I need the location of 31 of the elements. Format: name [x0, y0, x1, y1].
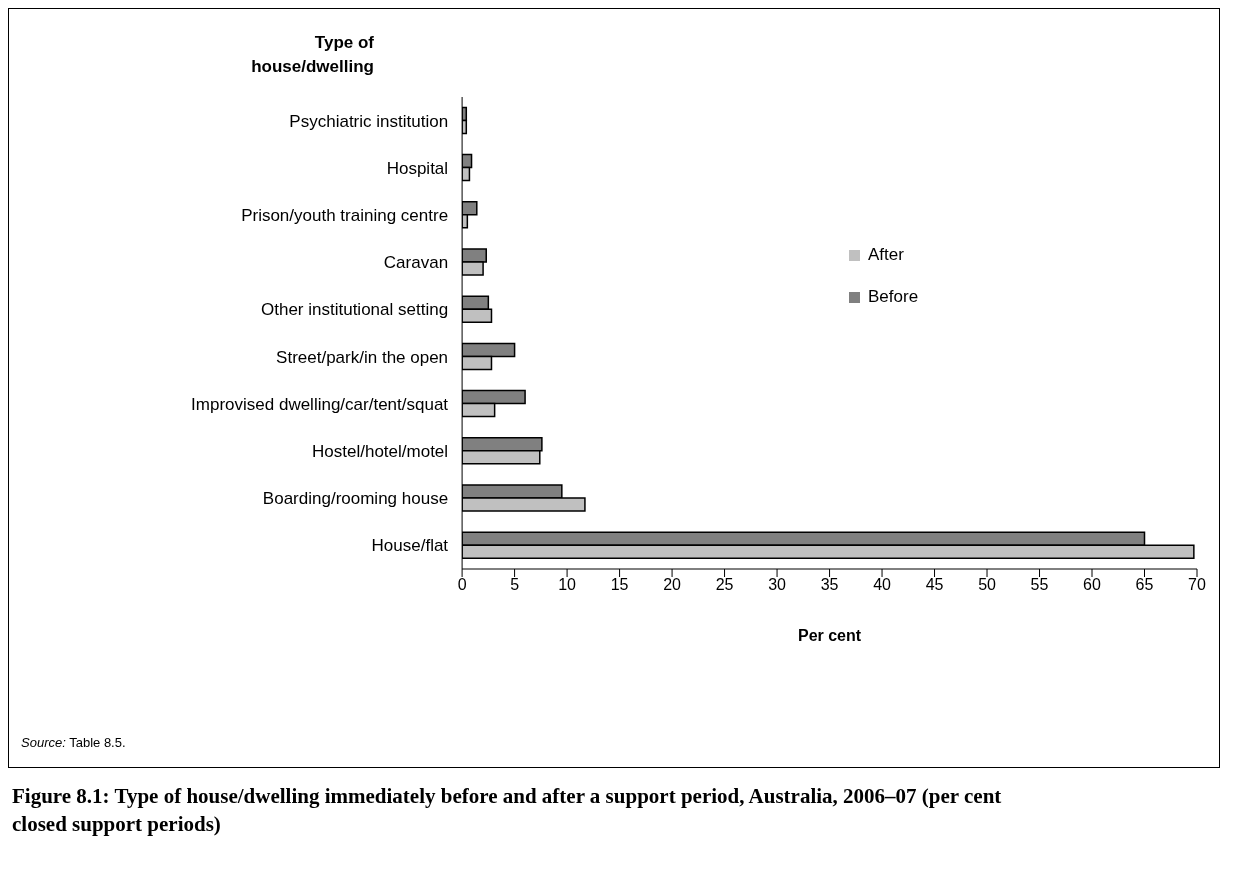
x-tick-label: 0: [457, 576, 467, 594]
y-tick-label: House/flat: [371, 536, 449, 556]
y-tick-label: Prison/youth training centre: [241, 206, 449, 226]
y-tick-label: Improvised dwelling/car/tent/squat: [191, 394, 449, 414]
y-axis-title: Type of house/dwelling: [250, 32, 374, 78]
x-tick-label: 70: [1188, 576, 1206, 594]
x-tick-label: 35: [820, 576, 839, 594]
x-tick-label: 10: [558, 576, 577, 594]
text: Figure 8.1: Type of house/dwelling immediately before and after a support period, Australia, 2006–07 (per cent closed support periods): [12, 783, 1003, 838]
x-tick-label: 20: [663, 576, 682, 594]
y-tick-label: Street/park/in the open: [276, 347, 449, 367]
y-tick-label: Psychiatric institution: [289, 111, 449, 131]
source-note: Source: Table 8.5.: [21, 735, 126, 750]
y-tick-label: Caravan: [383, 253, 449, 273]
x-tick-label: 65: [1135, 576, 1154, 594]
x-tick-label: 5: [510, 576, 520, 594]
legend-label: After: [868, 245, 904, 264]
x-tick-label: 55: [1030, 576, 1049, 594]
legend-label: Before: [868, 287, 919, 306]
y-tick-label: Boarding/rooming house: [262, 489, 449, 509]
x-tick-label: 50: [978, 576, 997, 594]
x-tick-label: 60: [1083, 576, 1102, 594]
x-tick-label: 30: [768, 576, 787, 594]
y-tick-label: Hostel/hotel/motel: [312, 442, 449, 462]
x-tick-label: 15: [610, 576, 629, 594]
y-tick-label: Other institutional setting: [260, 300, 449, 320]
y-tick-label: Hospital: [386, 158, 449, 178]
x-tick-label: 25: [715, 576, 734, 594]
x-axis-title: Per cent: [797, 627, 862, 644]
x-tick-label: 45: [925, 576, 944, 594]
x-tick-label: 40: [873, 576, 892, 594]
